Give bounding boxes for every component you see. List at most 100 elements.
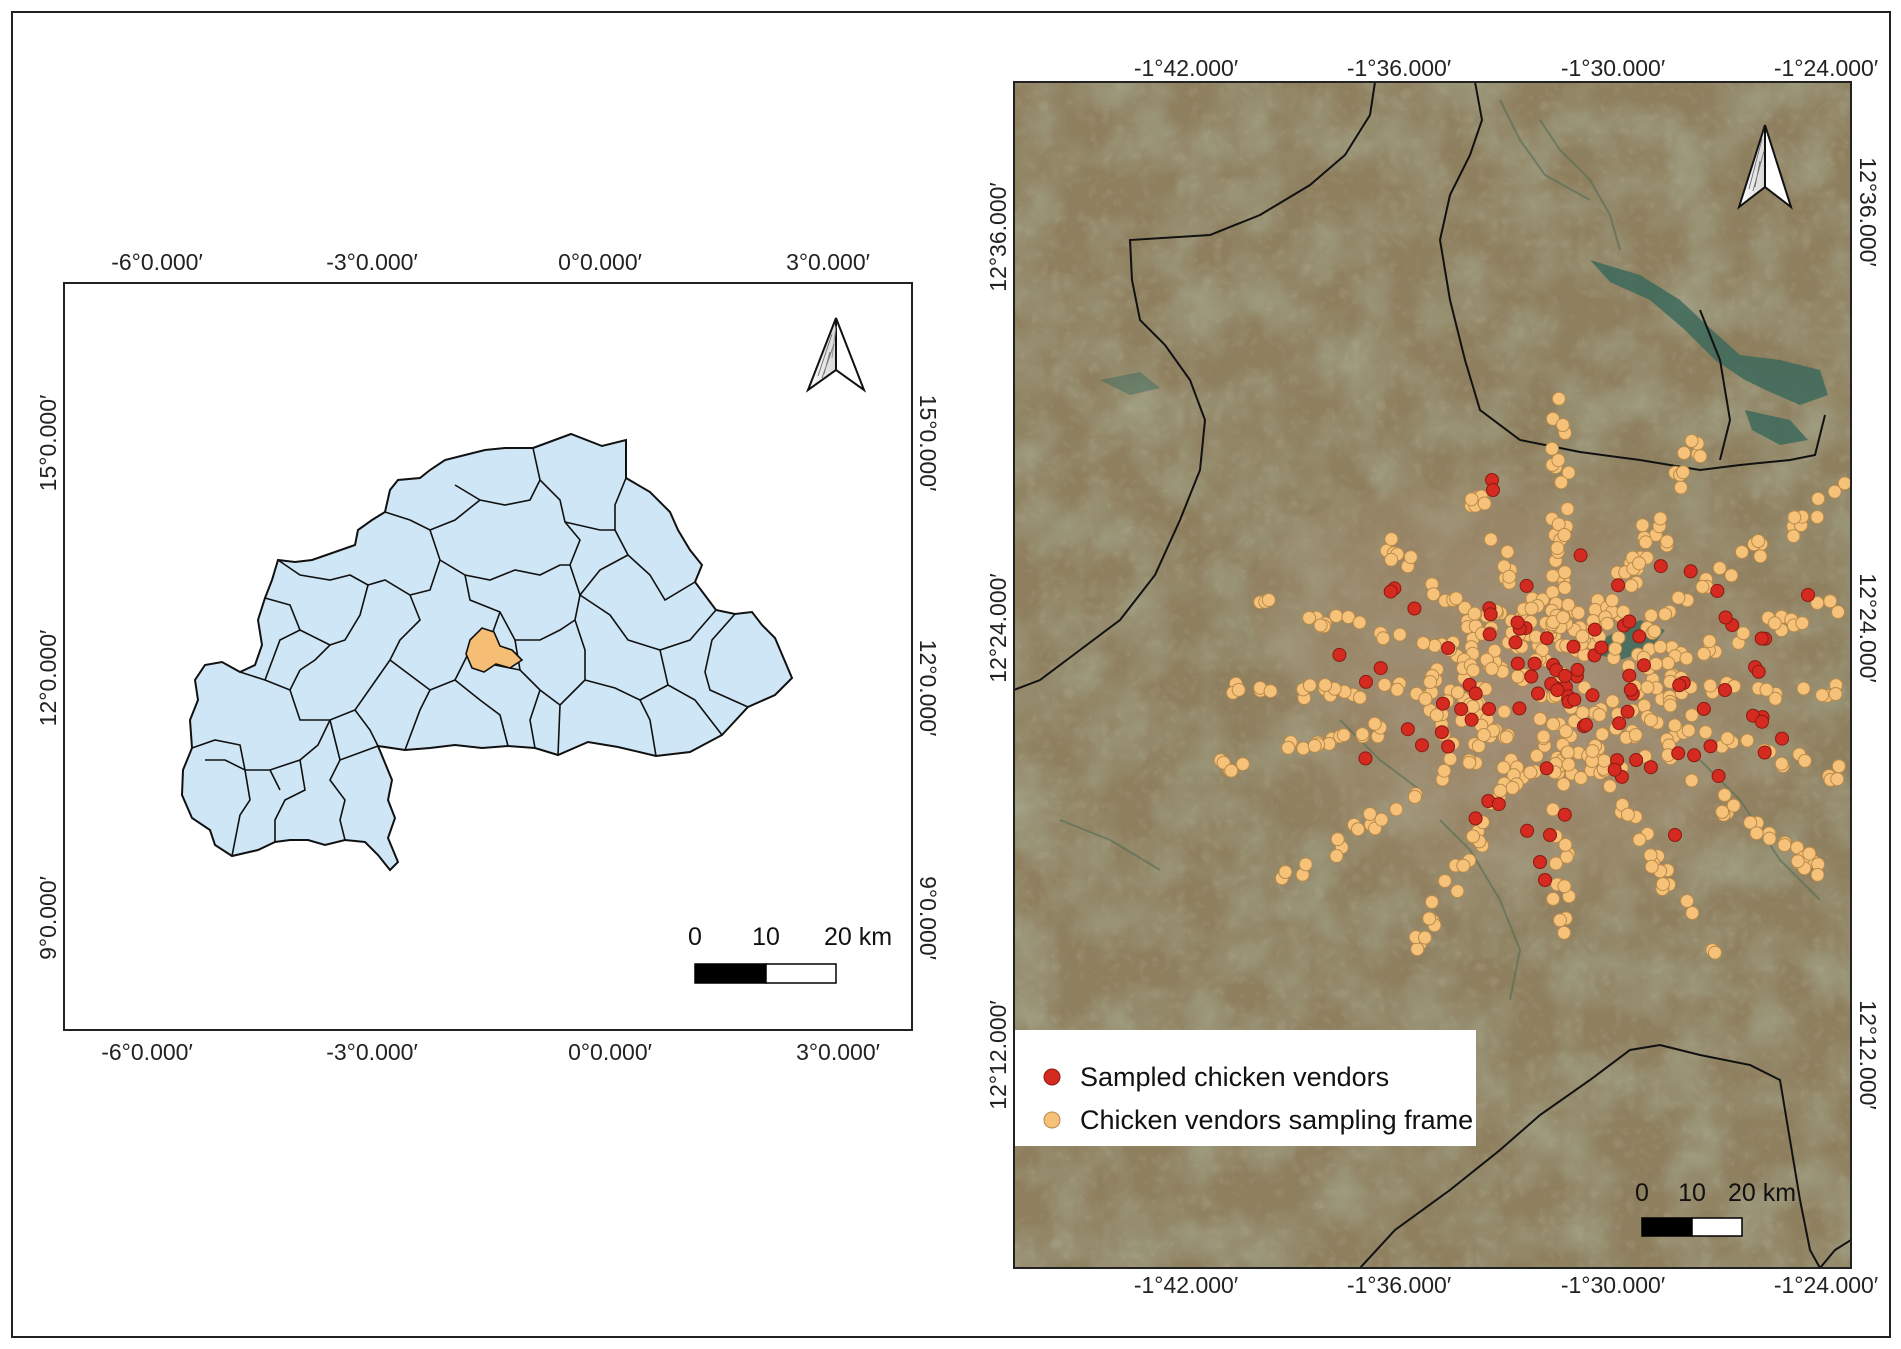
frame-point [1554, 475, 1569, 490]
frame-point [1500, 544, 1515, 559]
frame-point [1717, 788, 1732, 802]
sampled-point [1594, 640, 1609, 655]
sampled-point [1491, 797, 1506, 812]
frame-point [1281, 740, 1296, 755]
inset-bottom-tick-3: 3°0.000′ [796, 1039, 880, 1065]
frame-point [1437, 763, 1452, 778]
study-top-tick-0: -1°42.000′ [1134, 55, 1238, 81]
frame-point [1423, 675, 1438, 689]
frame-point [1685, 906, 1700, 920]
frame-point [1643, 848, 1658, 863]
frame-point [1261, 593, 1276, 607]
inset-top-tick-2: 0°0.000′ [558, 249, 642, 275]
study-right-tick-1: 12°24.000′ [1855, 573, 1881, 682]
study-top-tick-1: -1°36.000′ [1347, 55, 1451, 81]
study-tick-labels: -1°42.000′ -1°36.000′ -1°30.000′ -1°24.0… [985, 55, 1881, 1298]
frame-point [1815, 688, 1830, 703]
frame-point [1575, 705, 1590, 720]
frame-point [1523, 765, 1538, 780]
frame-point [1556, 610, 1571, 625]
satellite-imagery: Sampled chicken vendors Chicken vendors … [1014, 82, 1851, 1268]
frame-point [1557, 528, 1572, 542]
sampled-point [1683, 564, 1698, 579]
frame-point [1787, 510, 1802, 525]
frame-point [1676, 465, 1691, 480]
frame-point [1450, 884, 1465, 899]
sampled-point [1483, 607, 1498, 622]
inset-scale-label-2: 20 km [824, 923, 892, 951]
frame-point [1422, 911, 1437, 926]
frame-point [1278, 865, 1293, 879]
sampled-point [1510, 615, 1525, 630]
frame-point [1329, 609, 1344, 623]
sampled-point [1441, 641, 1456, 656]
frame-point [1549, 856, 1563, 871]
frame-point [1715, 804, 1730, 819]
frame-point [1545, 802, 1560, 817]
frame-point [1545, 585, 1560, 600]
legend-swatch-sampled [1043, 1068, 1061, 1086]
frame-point [1341, 610, 1356, 625]
frame-point [1762, 831, 1777, 846]
frame-point [1703, 678, 1718, 693]
frame-point [1628, 728, 1643, 742]
frame-point [1235, 757, 1250, 772]
frame-point [1655, 877, 1670, 892]
study-top-tick-2: -1°30.000′ [1561, 55, 1665, 81]
sampled-point [1482, 702, 1496, 716]
sampled-point [1482, 627, 1497, 642]
frame-point [1298, 857, 1313, 872]
frame-point [1648, 657, 1663, 671]
study-scale-label-1: 10 [1678, 1179, 1706, 1207]
frame-point [1466, 663, 1481, 678]
sampled-point [1607, 762, 1622, 777]
frame-point [1367, 716, 1382, 731]
map-legend: Sampled chicken vendors Chicken vendors … [1014, 1030, 1476, 1146]
frame-point [1550, 541, 1565, 555]
frame-point [1810, 867, 1825, 882]
frame-point [1553, 913, 1567, 928]
frame-point [1684, 433, 1699, 448]
frame-point [1559, 849, 1574, 864]
sampled-point [1531, 686, 1545, 701]
frame-point [1608, 641, 1623, 656]
north-arrow-icon [1737, 124, 1793, 210]
frame-point [1557, 879, 1572, 894]
inset-top-tick-3: 3°0.000′ [786, 249, 870, 275]
frame-point [1673, 480, 1688, 495]
sampled-point [1358, 751, 1373, 766]
frame-point [1597, 753, 1612, 768]
frame-point [1231, 682, 1246, 697]
frame-point [1802, 846, 1817, 861]
frame-point [1640, 680, 1655, 695]
frame-point [1638, 535, 1653, 550]
sampled-point [1620, 704, 1635, 719]
frame-point [1647, 624, 1662, 639]
sampling-frame-points [1213, 391, 1851, 960]
inset-right-tick-0: 15°0.000′ [915, 395, 941, 492]
inset-left-tick-1: 12°0.000′ [35, 630, 61, 727]
frame-point [1831, 759, 1846, 774]
frame-point [1768, 691, 1783, 706]
frame-point [1418, 692, 1433, 706]
frame-point [1600, 616, 1615, 631]
frame-point [1736, 626, 1751, 641]
frame-point [1635, 518, 1650, 533]
frame-point [1620, 807, 1635, 822]
frame-point [1740, 733, 1755, 748]
frame-point [1429, 708, 1444, 723]
frame-point [1751, 534, 1766, 548]
study-scale-label-2: 20 km [1728, 1179, 1796, 1207]
frame-point [1465, 699, 1480, 714]
frame-point [1556, 777, 1571, 792]
frame-point [1602, 779, 1617, 794]
frame-point [1571, 605, 1586, 620]
frame-point [1605, 593, 1620, 608]
frame-point [1545, 441, 1559, 456]
frame-point [1384, 552, 1399, 567]
frame-point [1426, 587, 1441, 602]
frame-point [1786, 529, 1801, 544]
sampled-point [1801, 588, 1815, 602]
sampled-point [1415, 738, 1429, 753]
sampled-point [1622, 614, 1637, 629]
